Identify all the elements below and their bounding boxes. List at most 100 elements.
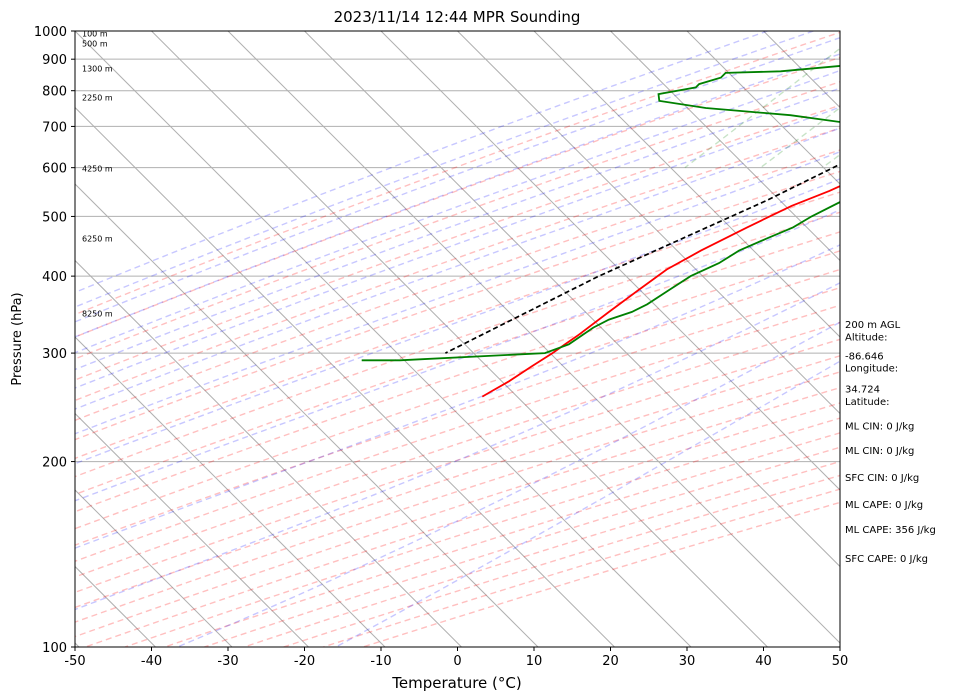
series-group (361, 65, 840, 398)
height-label: 1300 m (82, 64, 113, 73)
y-tick-label: 300 (42, 347, 67, 362)
moist-adiabat (75, 31, 814, 308)
isotherm-line (533, 31, 840, 338)
isotherm-line (75, 183, 539, 647)
x-tick-label: -40 (141, 654, 162, 669)
y-tick-label: 700 (42, 120, 67, 135)
mixing-ratio-line (889, 31, 955, 168)
x-tick-label: 0 (453, 654, 461, 669)
mixing-ratio-line (684, 47, 840, 169)
mixing-ratio-line (821, 153, 840, 169)
x-tick-label: 30 (679, 654, 696, 669)
annotation-text: SFC CIN: 0 J/kg (845, 473, 919, 484)
height-label: 6250 m (82, 235, 113, 244)
annotation-text: Latitude: (845, 397, 890, 408)
height-label: 4250 m (82, 165, 113, 174)
isotherm-line (610, 31, 840, 262)
annotation-text: SFC CAPE: 0 J/kg (845, 554, 928, 565)
dry-adiabat (75, 231, 840, 496)
y-tick-label: 900 (42, 53, 67, 68)
isotherm-line (380, 31, 840, 491)
moist-adiabat (75, 31, 768, 294)
dry-adiabat (124, 417, 840, 647)
dry-adiabat (164, 432, 840, 647)
dry-adiabat (75, 250, 840, 513)
y-tick-label: 100 (42, 641, 67, 656)
isotherm-line (227, 31, 840, 644)
isotherm-line (686, 31, 840, 185)
moist-adiabat (75, 53, 840, 338)
x-axis-ticks: -50 -40 -30 -20 -10 0 10 20 30 40 50 (64, 647, 848, 669)
moist-adiabat (177, 321, 840, 647)
y-tick-label: 400 (42, 270, 67, 285)
x-tick-label: 20 (602, 654, 619, 669)
isotherm-line (151, 31, 768, 647)
y-tick-label: 800 (42, 85, 67, 100)
isotherm-line (457, 31, 840, 415)
moist-adiabat (75, 151, 840, 435)
y-tick-label: 200 (42, 456, 67, 471)
y-tick-label: 600 (42, 162, 67, 177)
isotherm-line (75, 259, 462, 647)
annotation-text: 34.724 (845, 384, 880, 395)
y-tick-label: 500 (42, 210, 67, 225)
dry-adiabat (75, 321, 840, 578)
dry-adiabat (75, 286, 840, 546)
chart-title: 2023/11/14 12:44 MPR Sounding (334, 8, 581, 26)
x-tick-label: 50 (832, 654, 849, 669)
x-tick-label: -20 (294, 654, 315, 669)
isotherm-line (75, 412, 309, 647)
annotation-text: Longitude: (845, 364, 898, 375)
dry-adiabat (204, 446, 840, 647)
moist-adiabat (75, 87, 840, 371)
mixing-ratio-line (760, 106, 840, 169)
parcel-profile-line (445, 163, 840, 354)
dry-adiabat (75, 149, 840, 422)
moist-adiabat (75, 244, 840, 549)
moist-adiabat (75, 106, 840, 389)
y-axis-ticks: 1000 900 800 700 600 500 400 300 200 100 (34, 25, 75, 656)
annotation-text: ML CAPE: 0 J/kg (845, 500, 923, 511)
mixing-ratio-line (946, 31, 955, 168)
height-label: 100 m (82, 30, 108, 39)
isotherm-line (75, 106, 615, 647)
moist-adiabat (75, 282, 840, 611)
dry-adiabat (75, 211, 840, 478)
dry-adiabat (75, 104, 840, 381)
x-tick-label: -30 (217, 654, 238, 669)
dewpoint-profile-line (361, 65, 840, 362)
isotherm-line (304, 31, 840, 568)
height-label: 8250 m (82, 309, 113, 318)
dry-adiabat (75, 127, 840, 402)
dry-adiabat (75, 304, 840, 563)
moist-adiabat (75, 37, 840, 323)
y-tick-label: 1000 (34, 25, 67, 40)
dry-adiabat (75, 355, 840, 609)
moist-adiabat (75, 127, 840, 410)
x-tick-label: 10 (526, 654, 543, 669)
annotation-text: ML CIN: 0 J/kg (845, 422, 914, 433)
background-grid (0, 31, 955, 647)
x-tick-label: 40 (755, 654, 772, 669)
height-label: 2250 m (82, 93, 113, 102)
isotherm-line (0, 31, 3, 647)
dry-adiabat (75, 170, 840, 441)
x-axis-label: Temperature (°C) (391, 674, 521, 692)
annotation-text: Altitude: (845, 333, 887, 344)
height-label: 500 m (82, 39, 108, 48)
moist-adiabat (75, 209, 840, 502)
annotation-text: 200 m AGL (845, 320, 901, 331)
moist-adiabat (75, 178, 840, 465)
dry-adiabat (75, 81, 840, 360)
annotation-text: -86.646 (845, 352, 884, 363)
x-tick-label: -10 (370, 654, 391, 669)
sounding-annotations: SFC CAPE: 0 J/kg ML CAPE: 356 J/kg ML CAPE… (845, 320, 936, 565)
isotherm-line (75, 336, 386, 647)
isotherm-line (75, 31, 692, 647)
dry-adiabat (75, 191, 840, 460)
annotation-text: ML CAPE: 356 J/kg (845, 525, 936, 536)
dry-adiabat (75, 338, 840, 594)
x-tick-label: -50 (64, 654, 85, 669)
isotherm-line (75, 489, 233, 647)
